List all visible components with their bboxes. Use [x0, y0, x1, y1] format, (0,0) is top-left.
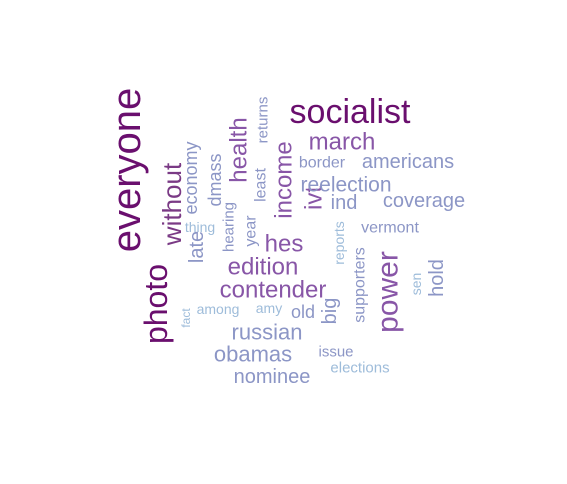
word-issue: issue — [318, 344, 353, 361]
word-economy: economy — [181, 141, 201, 214]
word-least: least — [253, 168, 270, 202]
word-hes: hes — [265, 231, 304, 258]
word-ivt: ivt — [301, 186, 328, 210]
word-edition: edition — [228, 254, 299, 281]
word-contender: contender — [220, 277, 327, 304]
word-thing: thing — [185, 219, 215, 235]
word-everyone: everyone — [105, 88, 149, 253]
word-vermont: vermont — [361, 220, 419, 237]
word-income: income — [271, 141, 298, 218]
word-reports: reports — [331, 221, 347, 265]
word-health: health — [226, 117, 253, 182]
word-ind: ind — [331, 192, 358, 214]
word-socialist: socialist — [290, 93, 411, 131]
word-supporters: supporters — [352, 247, 369, 323]
word-among: among — [197, 301, 240, 317]
word-photo: photo — [138, 264, 174, 344]
word-obamas: obamas — [214, 342, 292, 367]
word-old: old — [291, 302, 315, 322]
word-coverage: coverage — [383, 190, 465, 212]
word-without: without — [157, 162, 187, 246]
word-americans: americans — [362, 151, 454, 173]
word-big: big — [319, 298, 341, 325]
word-nominee: nominee — [234, 366, 311, 388]
word-dmass: dmass — [205, 153, 225, 206]
word-power: power — [372, 251, 405, 333]
word-returns: returns — [255, 97, 272, 144]
word-hearing: hearing — [221, 202, 238, 252]
word-amy: amy — [256, 300, 282, 316]
word-hold: hold — [426, 259, 448, 297]
word-sen: sen — [408, 273, 424, 296]
word-border: border — [299, 155, 346, 172]
word-fact: fact — [179, 308, 193, 328]
word-elections: elections — [330, 360, 389, 377]
word-late: late — [186, 231, 208, 263]
word-russian: russian — [232, 320, 303, 345]
word-year: year — [243, 215, 260, 247]
word-march: march — [309, 129, 376, 156]
word-reelection: reelection — [300, 174, 391, 197]
